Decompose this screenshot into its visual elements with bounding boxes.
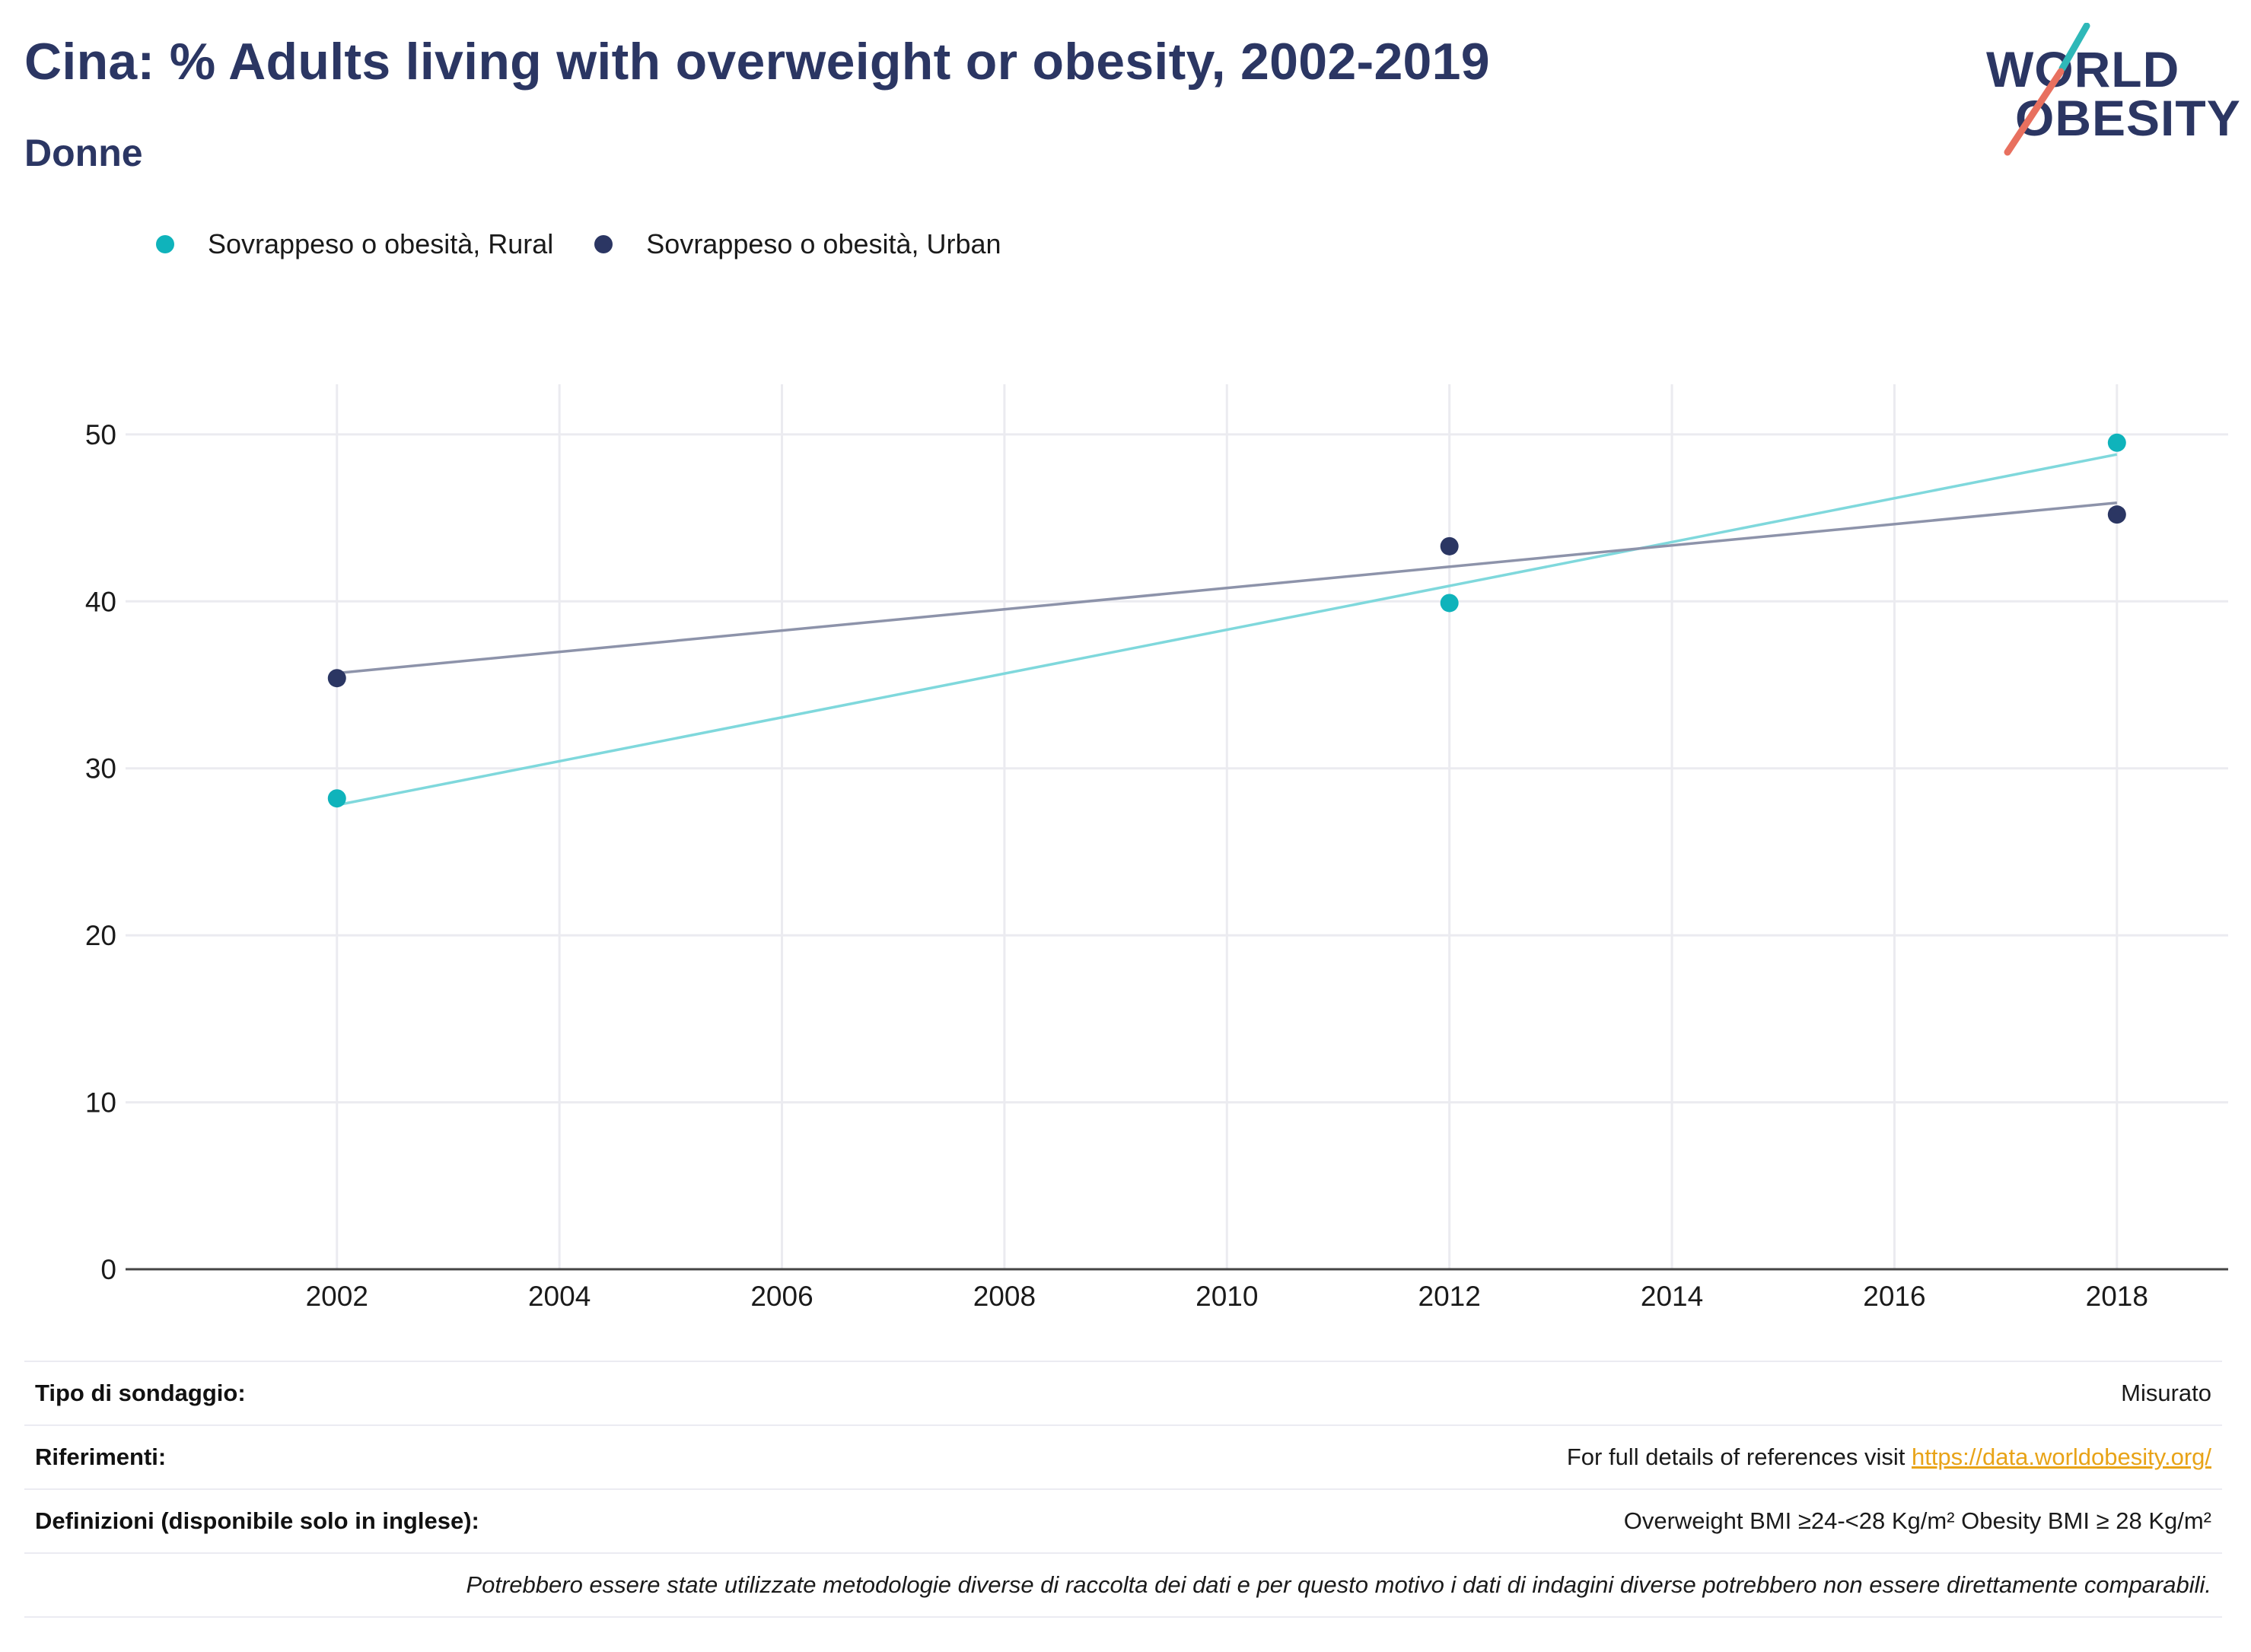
x-tick-label: 2012: [1418, 1281, 1481, 1312]
x-tick-label: 2014: [1641, 1281, 1703, 1312]
legend-marker-rural: [156, 235, 174, 253]
info-row-definitions: Definizioni (disponibile solo in inglese…: [24, 1488, 2222, 1552]
y-tick-label: 0: [100, 1254, 116, 1285]
y-tick-label: 30: [85, 753, 116, 785]
definitions-label: Definizioni (disponibile solo in inglese…: [35, 1507, 479, 1534]
y-tick-label: 20: [85, 920, 116, 951]
info-row-survey-type: Tipo di sondaggio: Misurato: [24, 1361, 2222, 1424]
references-value: For full details of references visit htt…: [1567, 1444, 2211, 1471]
info-row-note: Potrebbero essere state utilizzate metod…: [24, 1552, 2222, 1618]
logo-line-1: WORLD: [1986, 41, 2180, 97]
chart-legend: Sovrappeso o obesità, Rural Sovrappeso o…: [156, 228, 1043, 260]
scatter-chart: 2002 2004 2006 2008 2010 2012 2014 2016 2018 0 10 2…: [85, 384, 2228, 1312]
x-tick-label: 2010: [1196, 1281, 1258, 1312]
references-link[interactable]: https://data.worldobesity.org/: [1911, 1444, 2211, 1470]
x-tick-label: 2002: [306, 1281, 368, 1312]
data-point-urban[interactable]: [2107, 505, 2126, 524]
x-tick-label: 2004: [528, 1281, 591, 1312]
info-table: Tipo di sondaggio: Misurato Riferimenti:…: [24, 1361, 2222, 1618]
trend-line-urban: [336, 501, 2117, 675]
info-row-references: Riferimenti: For full details of referen…: [24, 1424, 2222, 1488]
definitions-value: Overweight BMI ≥24-<28 Kg/m² Obesity BMI…: [1623, 1507, 2211, 1534]
legend-label-rural: Sovrappeso o obesità, Rural: [208, 228, 554, 259]
logo-slash-icon: [2004, 23, 2090, 156]
trend-line-rural: [336, 453, 2118, 807]
references-label: Riferimenti:: [35, 1444, 167, 1470]
references-text: For full details of references visit: [1566, 1444, 1912, 1470]
legend-item-urban[interactable]: Sovrappeso o obesità, Urban: [594, 228, 1001, 260]
data-point-urban[interactable]: [327, 669, 346, 688]
x-tick-label: 2018: [2086, 1281, 2148, 1312]
survey-type-label: Tipo di sondaggio:: [35, 1380, 246, 1406]
y-tick-label: 40: [85, 586, 116, 617]
x-tick-label: 2016: [1863, 1281, 1925, 1312]
data-point-rural[interactable]: [1440, 594, 1459, 613]
y-tick-label: 50: [85, 419, 116, 450]
x-tick-label: 2008: [973, 1281, 1036, 1312]
data-point-urban[interactable]: [1440, 536, 1459, 555]
x-tick-label: 2006: [750, 1281, 813, 1312]
chart-subtitle: Donne: [24, 132, 143, 174]
data-point-rural[interactable]: [327, 789, 346, 808]
methodology-note: Potrebbero essere state utilizzate metod…: [466, 1571, 2211, 1598]
y-tick-label: 10: [85, 1087, 116, 1119]
chart-title: Cina: % Adults living with overweight or…: [24, 33, 1490, 91]
legend-label-urban: Sovrappeso o obesità, Urban: [646, 228, 1001, 259]
legend-marker-urban: [594, 235, 613, 253]
logo-line-2: OBESITY: [2015, 90, 2241, 146]
world-obesity-logo: WORLD OBESITY: [1986, 23, 2240, 160]
legend-item-rural[interactable]: Sovrappeso o obesità, Rural: [156, 228, 553, 260]
survey-type-value: Misurato: [2121, 1380, 2211, 1406]
data-point-rural[interactable]: [2107, 433, 2126, 452]
